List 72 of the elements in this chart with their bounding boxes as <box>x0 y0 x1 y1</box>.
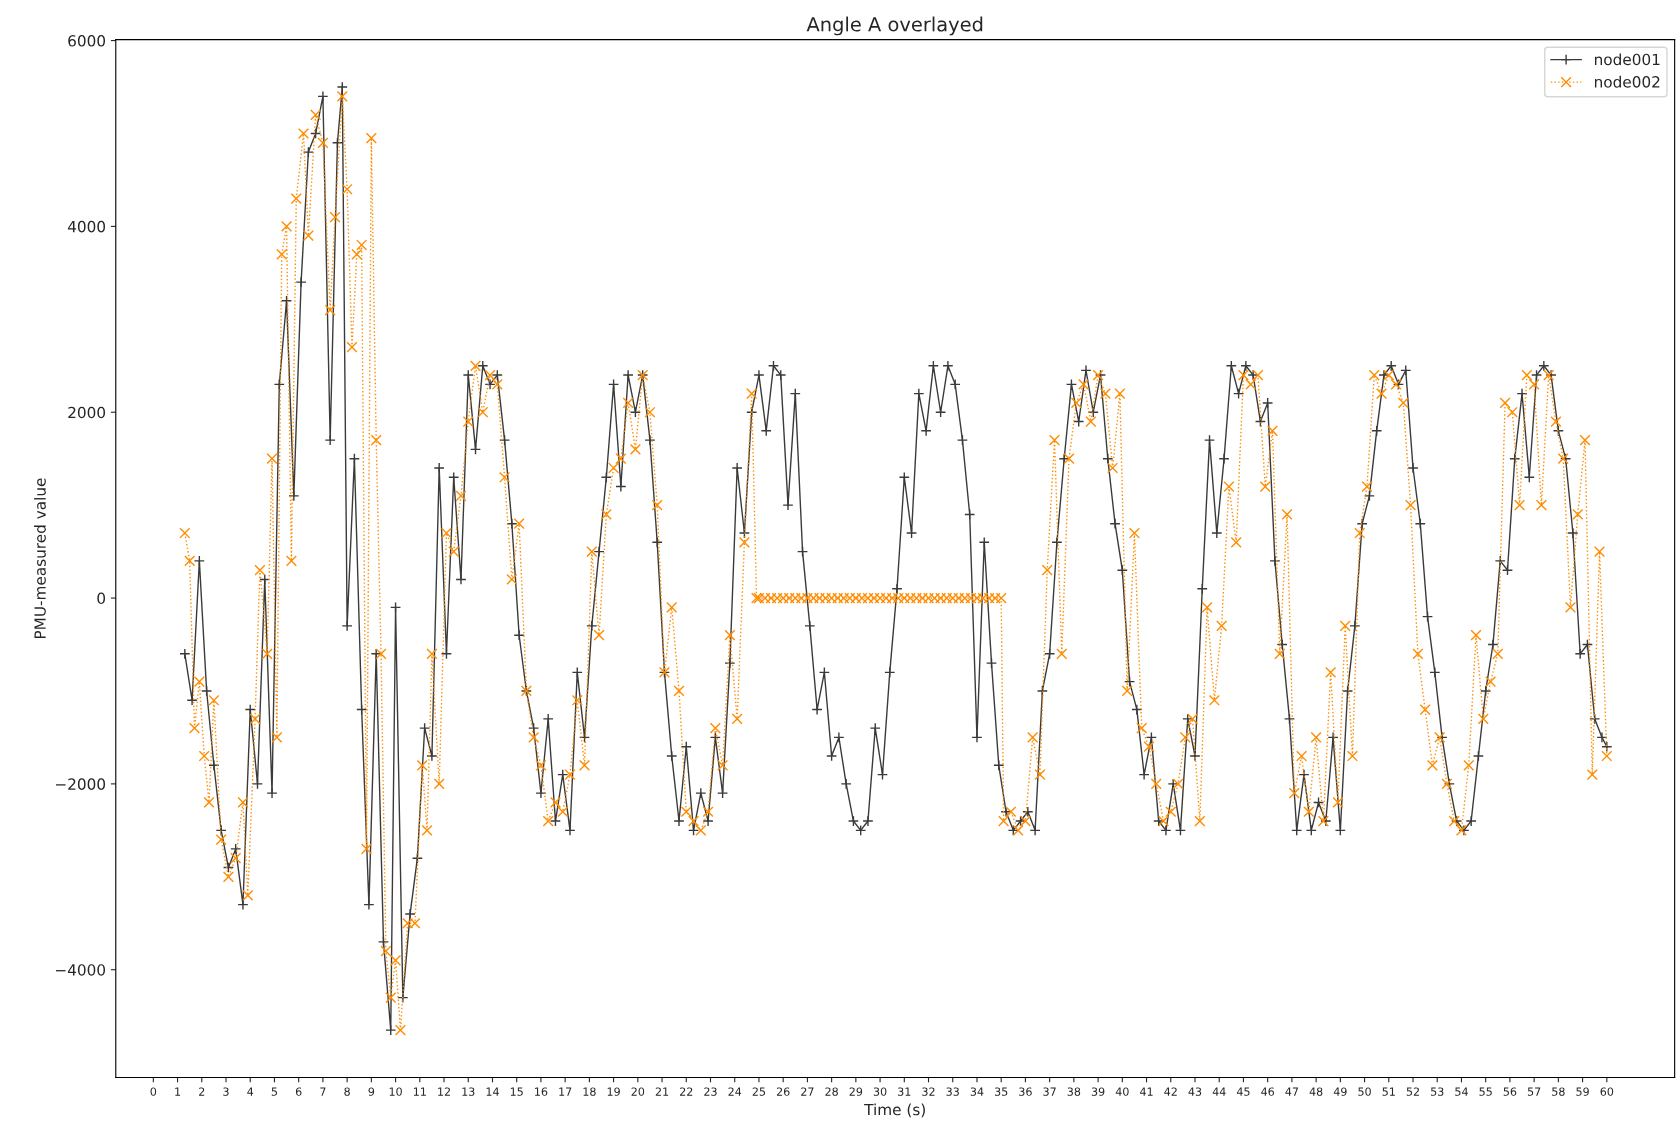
x-tick-label: 37 <box>1043 1087 1056 1096</box>
x-tick-label: 27 <box>801 1087 814 1096</box>
x-tick-label: 42 <box>1164 1087 1177 1096</box>
x-tick-label: 15 <box>510 1087 523 1096</box>
x-tick-label: 58 <box>1552 1087 1565 1096</box>
x-tick-label: 60 <box>1600 1087 1614 1096</box>
x-tick-label: 52 <box>1406 1087 1419 1096</box>
x-tick-label: 6 <box>295 1087 302 1096</box>
x-tick-label: 26 <box>776 1087 790 1096</box>
y-axis-title: PMU-measured value <box>34 478 46 639</box>
x-tick-label: 31 <box>898 1087 911 1096</box>
x-tick-label: 34 <box>970 1087 984 1096</box>
x-tick-label: 43 <box>1188 1087 1202 1096</box>
x-tick-label: 39 <box>1091 1087 1105 1096</box>
x-tick-label: 36 <box>1019 1087 1032 1096</box>
x-tick-label: 14 <box>486 1087 499 1096</box>
x-tick-label: 3 <box>223 1087 229 1096</box>
y-tick-label: 6000 <box>68 35 106 47</box>
legend-label: node001 <box>1594 53 1660 66</box>
x-tick-label: 51 <box>1382 1087 1395 1096</box>
x-tick-label: 46 <box>1261 1087 1275 1096</box>
x-tick-label: 55 <box>1479 1087 1492 1096</box>
x-tick-label: 4 <box>247 1087 254 1096</box>
x-tick-label: 40 <box>1115 1087 1129 1096</box>
x-tick-label: 24 <box>728 1087 742 1096</box>
x-tick-label: 13 <box>462 1087 475 1096</box>
x-tick-label: 53 <box>1431 1087 1444 1096</box>
x-tick-label: 45 <box>1236 1087 1250 1096</box>
x-tick-label: 11 <box>413 1087 426 1096</box>
x-tick-label: 48 <box>1309 1087 1323 1096</box>
x-tick-label: 54 <box>1455 1087 1468 1096</box>
x-tick-label: 41 <box>1140 1087 1153 1096</box>
x-tick-label: 33 <box>946 1087 959 1096</box>
x-tick-label: 35 <box>994 1087 1008 1096</box>
x-tick-label: 17 <box>559 1087 572 1096</box>
x-tick-label: 29 <box>849 1087 863 1096</box>
legend-label: node002 <box>1594 75 1660 88</box>
x-tick-label: 16 <box>535 1087 548 1096</box>
x-tick-label: 30 <box>873 1087 887 1096</box>
x-tick-label: 49 <box>1333 1087 1347 1096</box>
x-tick-label: 19 <box>607 1087 620 1096</box>
x-tick-label: 21 <box>655 1087 669 1096</box>
y-tick-label: 4000 <box>67 220 106 233</box>
x-tick-label: 10 <box>389 1087 402 1096</box>
x-tick-label: 23 <box>704 1087 717 1096</box>
chart-title: Angle A overlayed <box>806 16 983 36</box>
x-tick-label: 50 <box>1358 1087 1371 1096</box>
y-tick-label: 2000 <box>68 406 106 419</box>
x-tick-label: 7 <box>320 1087 326 1096</box>
x-tick-label: 9 <box>368 1087 375 1096</box>
x-axis-title: Time (s) <box>864 1103 925 1118</box>
x-tick-label: 5 <box>271 1087 278 1096</box>
x-tick-label: 56 <box>1503 1087 1517 1096</box>
x-tick-label: 18 <box>583 1087 596 1096</box>
x-tick-label: 1 <box>175 1087 181 1096</box>
x-tick-label: 8 <box>344 1087 350 1096</box>
y-tick-label: −4000 <box>55 964 106 976</box>
x-tick-label: 2 <box>199 1087 205 1096</box>
y-tick-label: −2000 <box>55 778 106 790</box>
x-tick-label: 12 <box>438 1087 450 1096</box>
x-tick-label: 25 <box>752 1087 766 1096</box>
x-tick-label: 59 <box>1576 1087 1589 1096</box>
x-tick-label: 28 <box>825 1087 838 1096</box>
x-tick-label: 32 <box>922 1087 935 1096</box>
y-tick-label: 0 <box>97 592 106 605</box>
x-tick-label: 57 <box>1527 1087 1541 1096</box>
x-tick-label: 20 <box>631 1087 645 1096</box>
x-tick-label: 0 <box>150 1087 157 1096</box>
x-tick-label: 22 <box>680 1087 693 1096</box>
x-tick-label: 47 <box>1285 1087 1299 1096</box>
x-tick-label: 44 <box>1212 1087 1226 1096</box>
x-tick-label: 38 <box>1067 1087 1081 1096</box>
